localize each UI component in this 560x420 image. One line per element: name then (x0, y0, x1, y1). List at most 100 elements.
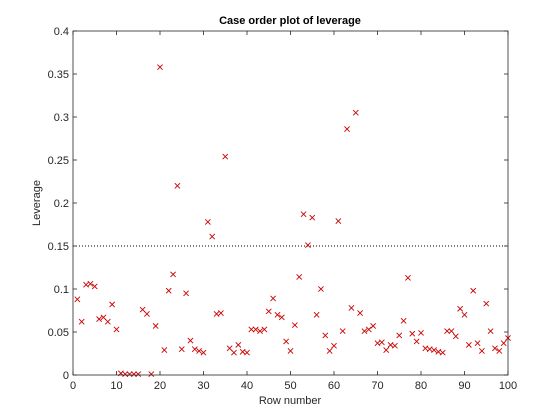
data-point-stroke (304, 242, 311, 249)
y-tick-label: 0.25 (48, 155, 69, 167)
y-tick-label: 0.1 (54, 284, 69, 296)
plot-area (73, 31, 508, 375)
data-point-stroke (261, 326, 268, 333)
data-point (265, 308, 272, 315)
data-point-stroke (83, 281, 89, 288)
data-point (470, 287, 477, 294)
data-point (278, 314, 285, 321)
data-point (261, 326, 268, 333)
data-point (461, 311, 468, 318)
y-axis-label: Leverage (31, 180, 43, 226)
data-point-stroke (391, 342, 398, 349)
data-point-stroke (296, 274, 303, 280)
data-point (122, 371, 129, 378)
data-point (287, 348, 294, 354)
data-point (239, 348, 246, 355)
data-point (235, 341, 242, 348)
data-point-stroke (139, 306, 146, 313)
data-point (231, 349, 237, 356)
data-point-stroke (213, 311, 220, 317)
data-point-stroke (326, 348, 333, 354)
y-tick-label: 0.05 (48, 327, 69, 339)
data-point-stroke (348, 305, 355, 311)
data-point-stroke (448, 328, 455, 335)
data-point-stroke (318, 286, 324, 292)
data-point (409, 330, 416, 337)
data-point (352, 109, 359, 116)
data-point-stroke (387, 341, 394, 348)
x-axis-ticks: 0 10 20 30 40 50 60 70 80 90 100 (70, 31, 517, 392)
data-point (209, 233, 216, 240)
data-point (157, 64, 163, 71)
data-point (378, 339, 385, 346)
data-point-stroke (457, 305, 464, 312)
data-point-stroke (309, 214, 316, 221)
x-tick-label: 30 (197, 380, 209, 392)
data-point (300, 211, 307, 218)
data-point (148, 371, 155, 378)
data-point (478, 348, 485, 354)
data-point (452, 333, 459, 340)
data-point (200, 349, 207, 356)
data-point (474, 340, 481, 347)
data-point-stroke (378, 339, 385, 346)
y-tick-label: 0.4 (54, 26, 69, 38)
data-point-stroke (352, 109, 359, 116)
data-point-stroke (126, 371, 133, 378)
data-point (448, 328, 455, 335)
data-points (74, 64, 511, 378)
data-point-stroke (291, 322, 298, 329)
x-tick-label: 10 (110, 380, 122, 392)
data-point-stroke (496, 348, 503, 354)
data-point-stroke (444, 328, 451, 335)
data-point-stroke (226, 345, 233, 352)
data-point (283, 338, 290, 345)
data-point-stroke (452, 333, 459, 340)
data-point (165, 287, 172, 294)
data-point-stroke (474, 340, 481, 347)
y-tick-label: 0.3 (54, 112, 69, 124)
data-point-stroke (231, 349, 237, 356)
data-point-stroke (122, 371, 129, 378)
data-point-stroke (400, 317, 407, 324)
data-point-stroke (183, 290, 190, 297)
data-point (217, 310, 224, 316)
data-point-stroke (283, 338, 290, 345)
x-tick-label: 20 (154, 380, 166, 392)
data-point (213, 311, 220, 317)
data-point-stroke (148, 371, 155, 378)
data-point-stroke (478, 348, 485, 354)
data-point-stroke (431, 347, 437, 353)
data-point (374, 340, 381, 347)
data-point-stroke (409, 330, 416, 337)
x-tick-label: 0 (70, 380, 76, 392)
data-point-stroke (383, 347, 390, 353)
data-point (335, 218, 342, 224)
data-point-stroke (217, 310, 224, 316)
data-point (109, 301, 116, 308)
data-point (78, 318, 85, 325)
data-point (413, 338, 420, 345)
data-point-stroke (174, 182, 181, 189)
data-point-stroke (135, 371, 142, 378)
data-point-stroke (422, 345, 429, 352)
data-point (357, 310, 364, 316)
data-point (344, 126, 350, 132)
data-point (331, 342, 337, 349)
data-point (383, 347, 390, 353)
data-point-stroke (339, 328, 346, 335)
data-point (187, 337, 194, 344)
data-point-stroke (357, 310, 364, 316)
data-point-stroke (465, 341, 472, 348)
data-point-stroke (435, 348, 442, 355)
data-point (405, 274, 411, 281)
data-point (418, 329, 424, 336)
data-point-stroke (109, 301, 116, 308)
data-point-stroke (252, 326, 259, 333)
data-point (244, 349, 250, 356)
data-point (113, 326, 120, 333)
data-point (387, 341, 394, 348)
data-point (204, 219, 211, 225)
data-point-stroke (191, 346, 198, 353)
data-point (91, 283, 98, 290)
